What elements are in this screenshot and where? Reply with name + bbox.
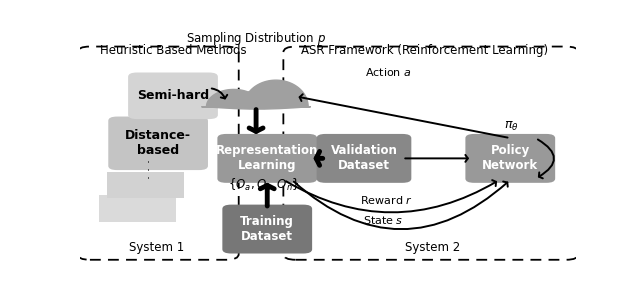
Text: Training
Dataset: Training Dataset — [240, 215, 294, 243]
FancyBboxPatch shape — [465, 134, 555, 183]
Text: · · ·: · · · — [144, 159, 157, 179]
Text: Distance-
based: Distance- based — [125, 129, 191, 157]
Text: Reward $r$: Reward $r$ — [360, 194, 413, 206]
FancyBboxPatch shape — [317, 134, 412, 183]
Text: Action $a$: Action $a$ — [365, 66, 412, 78]
Text: State $s$: State $s$ — [363, 214, 403, 226]
Text: $\pi_\theta$: $\pi_\theta$ — [504, 120, 519, 133]
Text: System 1: System 1 — [129, 240, 184, 253]
FancyBboxPatch shape — [77, 47, 239, 260]
Bar — [99, 195, 176, 222]
Text: $\{O_a, O_p, O_n\}$: $\{O_a, O_p, O_n\}$ — [228, 177, 300, 195]
FancyBboxPatch shape — [284, 47, 579, 260]
FancyBboxPatch shape — [222, 205, 312, 253]
Text: Policy
Network: Policy Network — [482, 144, 538, 172]
Polygon shape — [202, 80, 310, 109]
Text: Semi-hard: Semi-hard — [137, 89, 209, 102]
Text: Validation
Dataset: Validation Dataset — [330, 144, 397, 172]
Text: Sampling Distribution $p$: Sampling Distribution $p$ — [186, 29, 326, 47]
FancyBboxPatch shape — [218, 134, 317, 183]
Bar — [108, 172, 184, 198]
FancyBboxPatch shape — [108, 116, 208, 170]
Text: ASR Framework (Reinforcement Learning): ASR Framework (Reinforcement Learning) — [301, 44, 548, 57]
Text: Representation
Learning: Representation Learning — [216, 144, 319, 172]
FancyBboxPatch shape — [128, 73, 218, 119]
Text: Heuristic Based Methods: Heuristic Based Methods — [100, 44, 246, 57]
Text: System 2: System 2 — [404, 240, 460, 253]
